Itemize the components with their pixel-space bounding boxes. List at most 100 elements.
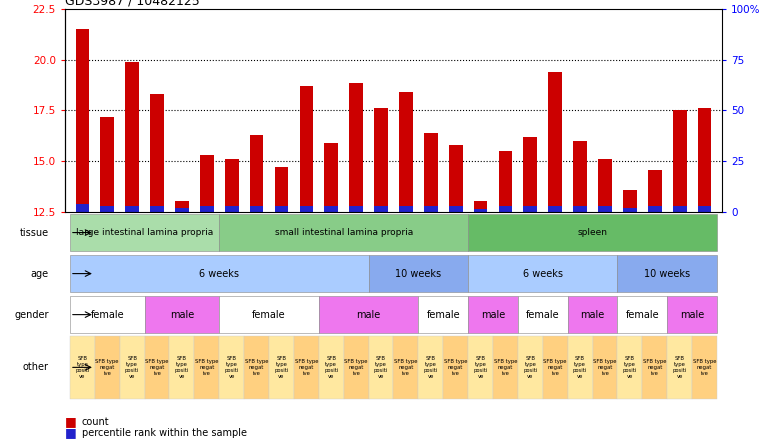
Text: SFB
type
positi
ve: SFB type positi ve: [573, 356, 588, 379]
Bar: [474, 209, 487, 212]
Text: SFB type
negat
ive: SFB type negat ive: [394, 359, 418, 376]
Bar: [374, 108, 388, 212]
Text: SFB type
negat
ive: SFB type negat ive: [693, 359, 717, 376]
Text: spleen: spleen: [578, 228, 607, 237]
Bar: [673, 111, 687, 212]
Bar: [175, 201, 189, 212]
Bar: [698, 206, 711, 212]
Text: SFB type
negat
ive: SFB type negat ive: [494, 359, 517, 376]
Text: GDS3987 / 10482125: GDS3987 / 10482125: [65, 0, 199, 8]
Text: SFB
type
positi
ve: SFB type positi ve: [474, 356, 487, 379]
Bar: [542, 336, 568, 399]
Bar: [617, 336, 643, 399]
Bar: [76, 204, 89, 212]
Bar: [70, 255, 368, 293]
Bar: [623, 190, 636, 212]
Bar: [623, 208, 636, 212]
Bar: [448, 145, 462, 212]
Text: ■: ■: [65, 415, 76, 428]
Bar: [70, 296, 144, 333]
Bar: [200, 206, 214, 212]
Text: SFB type
negat
ive: SFB type negat ive: [244, 359, 268, 376]
Text: SFB type
negat
ive: SFB type negat ive: [195, 359, 219, 376]
Text: SFB
type
positi
ve: SFB type positi ve: [324, 356, 338, 379]
Text: SFB
type
positi
ve: SFB type positi ve: [423, 356, 438, 379]
Bar: [368, 336, 393, 399]
Text: SFB type
negat
ive: SFB type negat ive: [543, 359, 567, 376]
Bar: [319, 336, 344, 399]
Bar: [269, 336, 294, 399]
Bar: [424, 206, 438, 212]
Bar: [70, 336, 95, 399]
Bar: [144, 336, 170, 399]
Bar: [499, 151, 513, 212]
Bar: [549, 72, 562, 212]
Bar: [573, 206, 587, 212]
Bar: [573, 141, 587, 212]
Bar: [368, 255, 468, 293]
Bar: [125, 62, 139, 212]
Bar: [319, 296, 419, 333]
Text: male: male: [170, 309, 194, 320]
Text: SFB
type
positi
ve: SFB type positi ve: [374, 356, 388, 379]
Bar: [170, 336, 194, 399]
Text: other: other: [22, 362, 49, 373]
Text: age: age: [31, 269, 49, 278]
Bar: [474, 201, 487, 212]
Text: female: female: [526, 309, 559, 320]
Bar: [294, 336, 319, 399]
Bar: [151, 206, 163, 212]
Bar: [667, 336, 692, 399]
Bar: [593, 336, 617, 399]
Text: female: female: [626, 309, 659, 320]
Text: SFB type
negat
ive: SFB type negat ive: [345, 359, 368, 376]
Bar: [194, 336, 219, 399]
Bar: [70, 214, 219, 251]
Text: male: male: [357, 309, 380, 320]
Bar: [698, 108, 711, 212]
Text: SFB
type
positi
ve: SFB type positi ve: [523, 356, 538, 379]
Bar: [219, 296, 319, 333]
Bar: [523, 137, 537, 212]
Bar: [225, 206, 238, 212]
Text: male: male: [680, 309, 704, 320]
Bar: [648, 170, 662, 212]
Text: ■: ■: [65, 426, 76, 440]
Bar: [468, 296, 518, 333]
Text: SFB type
negat
ive: SFB type negat ive: [643, 359, 666, 376]
Bar: [125, 206, 139, 212]
Bar: [443, 336, 468, 399]
Bar: [393, 336, 419, 399]
Bar: [349, 83, 363, 212]
Text: 6 weeks: 6 weeks: [523, 269, 563, 278]
Text: SFB
type
positi
ve: SFB type positi ve: [75, 356, 89, 379]
Bar: [468, 336, 493, 399]
Bar: [499, 206, 513, 212]
Bar: [344, 336, 368, 399]
Bar: [673, 206, 687, 212]
Bar: [468, 255, 617, 293]
Text: large intestinal lamina propria: large intestinal lamina propria: [76, 228, 213, 237]
Text: count: count: [82, 417, 109, 427]
Bar: [399, 206, 413, 212]
Bar: [244, 336, 269, 399]
Bar: [144, 296, 219, 333]
Bar: [568, 296, 617, 333]
Bar: [468, 214, 717, 251]
Bar: [299, 206, 313, 212]
Bar: [549, 206, 562, 212]
Bar: [617, 255, 717, 293]
Bar: [424, 133, 438, 212]
Bar: [419, 296, 468, 333]
Bar: [76, 29, 89, 212]
Text: female: female: [90, 309, 124, 320]
Text: gender: gender: [14, 309, 49, 320]
Text: SFB type
negat
ive: SFB type negat ive: [96, 359, 119, 376]
Bar: [151, 94, 163, 212]
Bar: [325, 143, 338, 212]
Bar: [250, 206, 264, 212]
Text: male: male: [581, 309, 604, 320]
Text: SFB
type
positi
ve: SFB type positi ve: [125, 356, 139, 379]
Text: 6 weeks: 6 weeks: [199, 269, 239, 278]
Bar: [120, 336, 144, 399]
